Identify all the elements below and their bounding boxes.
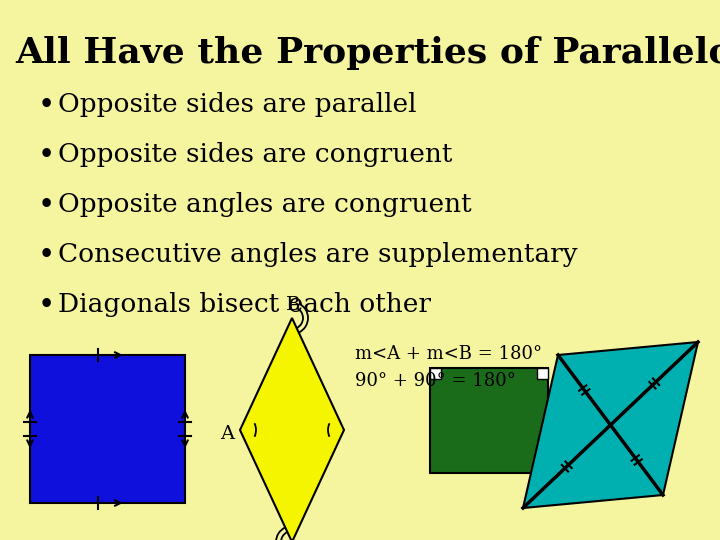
Text: B: B bbox=[286, 296, 300, 314]
Polygon shape bbox=[523, 342, 698, 508]
Polygon shape bbox=[240, 318, 344, 540]
Bar bbox=[537, 368, 548, 379]
Bar bbox=[30, 355, 185, 503]
Bar bbox=[430, 368, 548, 473]
Text: •: • bbox=[38, 242, 55, 270]
Text: •: • bbox=[38, 142, 55, 170]
Text: A: A bbox=[220, 425, 234, 443]
Text: 90° + 90° = 180°: 90° + 90° = 180° bbox=[355, 372, 516, 390]
Text: Consecutive angles are supplementary: Consecutive angles are supplementary bbox=[58, 242, 577, 267]
Text: Opposite angles are congruent: Opposite angles are congruent bbox=[58, 192, 472, 217]
Text: Diagonals bisect each other: Diagonals bisect each other bbox=[58, 292, 431, 317]
Text: Opposite sides are parallel: Opposite sides are parallel bbox=[58, 92, 416, 117]
Text: m<A + m<B = 180°: m<A + m<B = 180° bbox=[355, 345, 542, 363]
Text: •: • bbox=[38, 192, 55, 220]
Bar bbox=[430, 368, 441, 379]
Text: •: • bbox=[38, 92, 55, 120]
Text: All Have the Properties of Parallelograms: All Have the Properties of Parallelogram… bbox=[15, 35, 720, 70]
Text: Opposite sides are congruent: Opposite sides are congruent bbox=[58, 142, 452, 167]
Text: •: • bbox=[38, 292, 55, 320]
